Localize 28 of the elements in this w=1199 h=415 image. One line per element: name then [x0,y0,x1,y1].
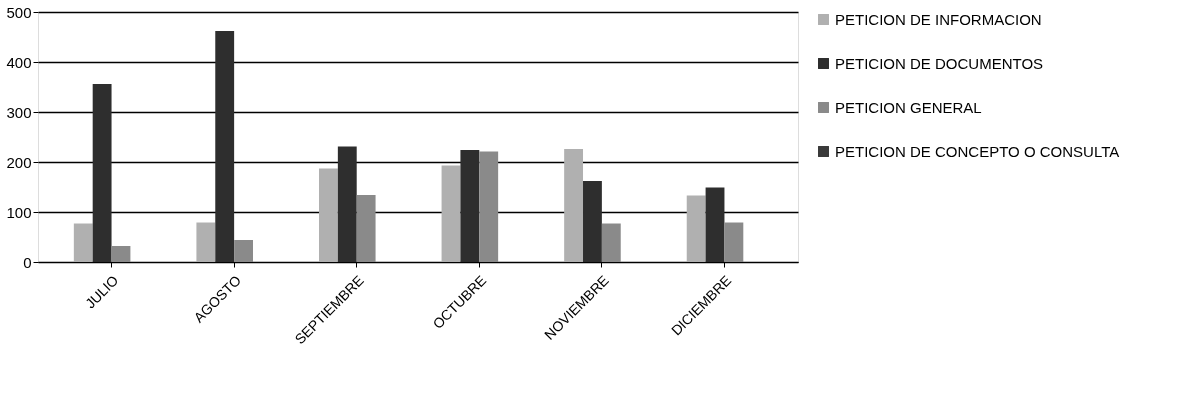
bar [196,222,216,262]
y-tick-label: 400 [6,53,32,71]
legend-label: PETICION GENERAL [835,98,982,116]
bar [583,181,602,262]
y-tick-label: 500 [6,3,32,21]
bar [318,168,338,262]
y-tick-label: 0 [23,253,32,271]
bar [479,151,499,262]
bar [111,246,131,262]
bar [686,195,706,262]
bar [460,150,480,262]
bar [724,222,744,262]
bar [215,31,235,262]
bar [441,165,461,262]
bar [234,240,253,262]
bar [705,187,725,262]
bar [356,195,376,262]
bar [73,223,93,262]
bar [601,223,621,262]
legend-label: PETICION DE CONCEPTO O CONSULTA [835,142,1120,160]
legend-label: PETICION DE INFORMACION [835,10,1042,28]
bar [564,149,584,262]
bar [337,146,357,262]
legend-label: PETICION DE DOCUMENTOS [835,54,1044,72]
y-tick-label: 100 [6,203,32,221]
bar [92,84,112,262]
y-tick-label: 200 [6,153,32,171]
y-tick-label: 300 [6,103,32,121]
